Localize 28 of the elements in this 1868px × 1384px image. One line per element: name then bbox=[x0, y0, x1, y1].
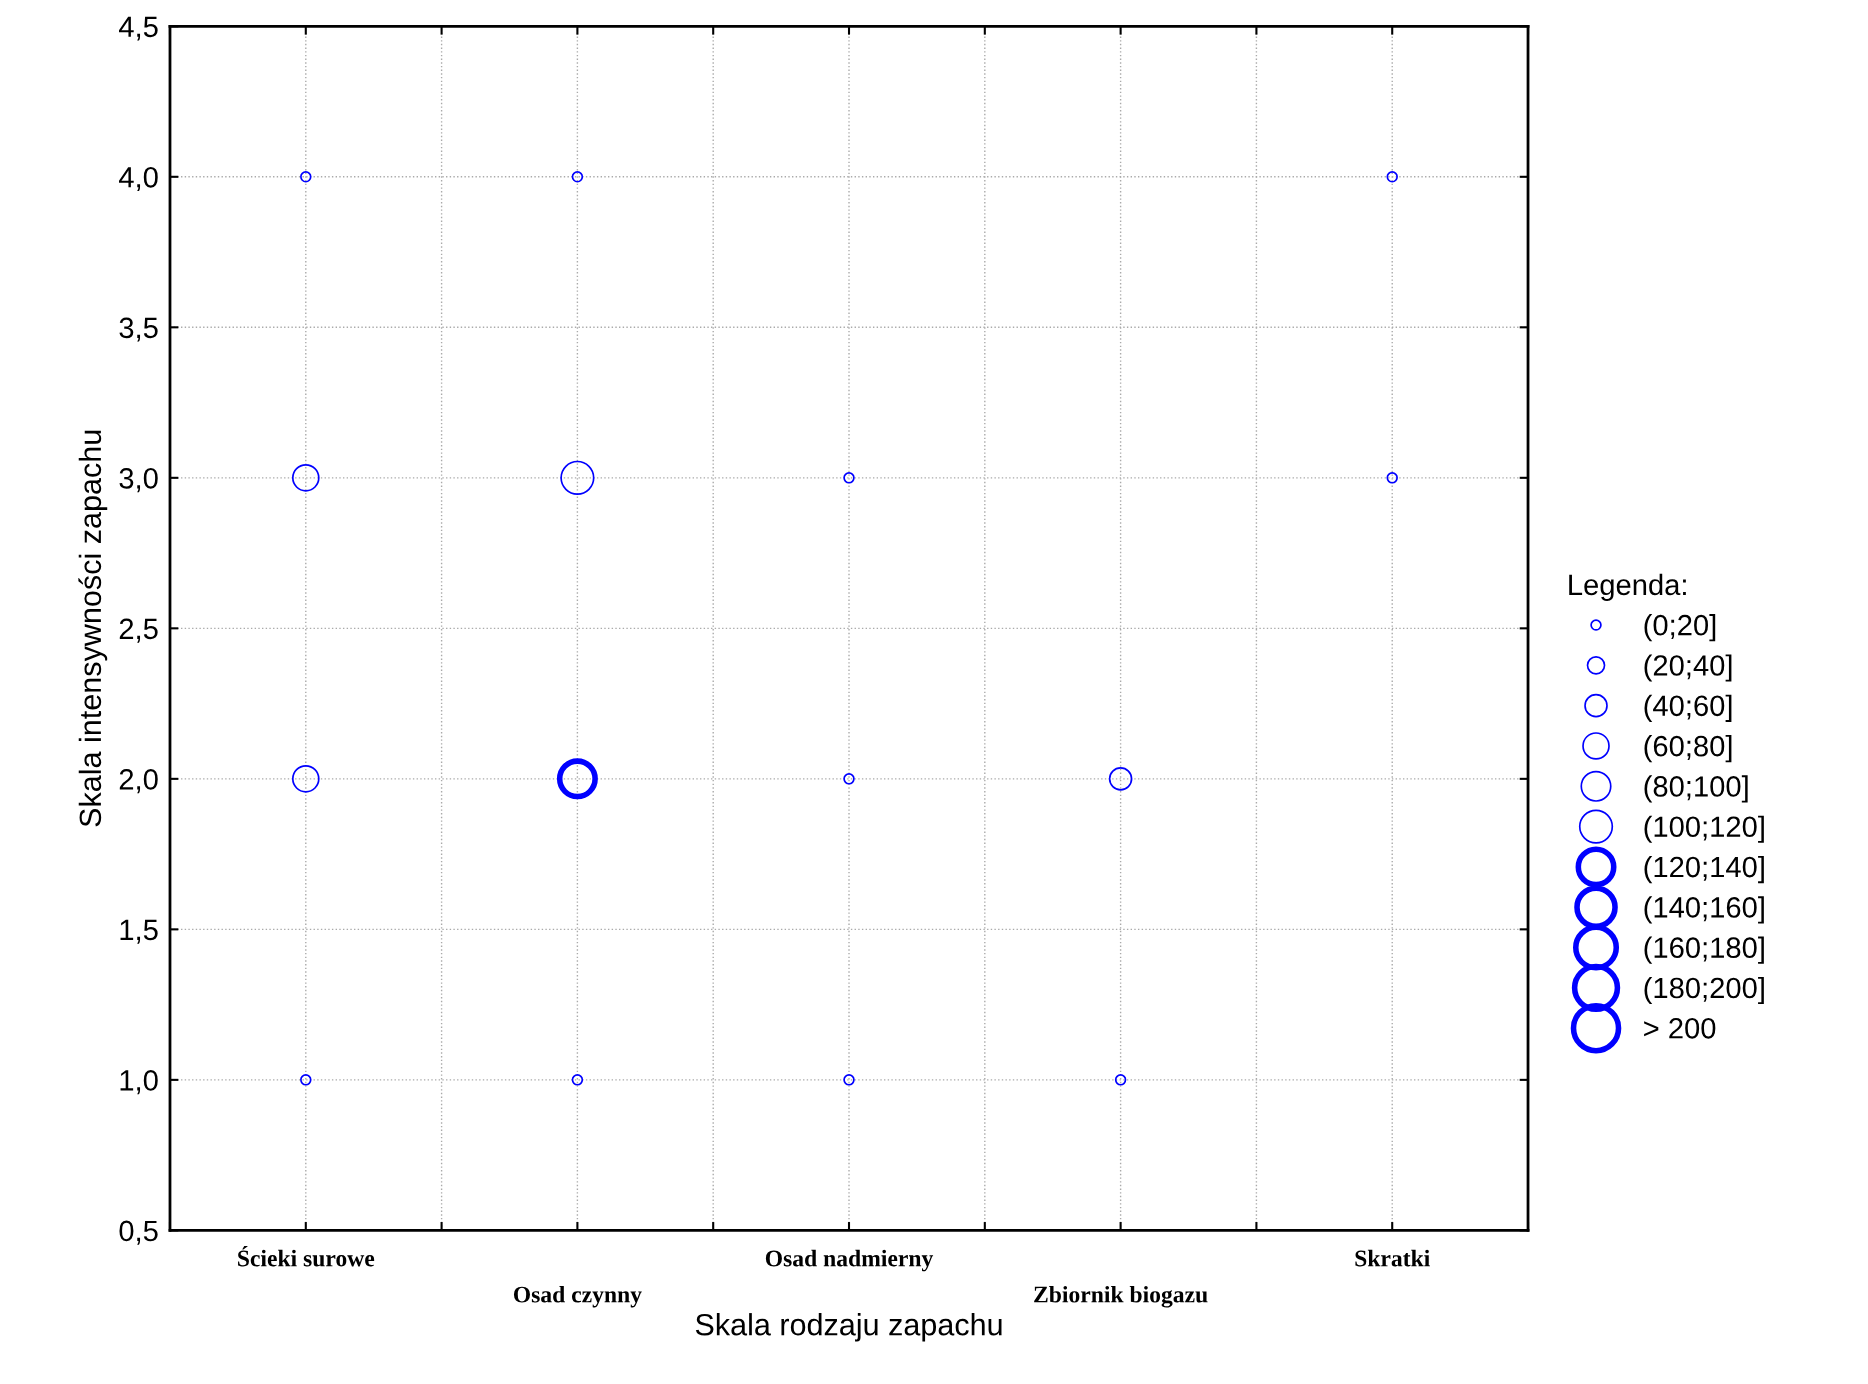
x-axis-title: Skala rodzaju zapachu bbox=[695, 1313, 1002, 1342]
legend-label: (80;100] bbox=[1644, 775, 1748, 803]
y-tick-label: 2,5 bbox=[119, 618, 158, 643]
legend-label: (140;160] bbox=[1644, 896, 1764, 924]
y-tick-label: 3,0 bbox=[119, 468, 158, 493]
y-tick-label: 3,5 bbox=[119, 317, 158, 342]
legend-label: (0;20] bbox=[1644, 614, 1716, 642]
x-tick-label: Skratki bbox=[1355, 1249, 1430, 1267]
legend-title: Legenda: bbox=[1569, 573, 1686, 601]
x-tick-label: Ścieki surowe bbox=[238, 1246, 375, 1267]
x-tick-label: Osad nadmierny bbox=[765, 1249, 934, 1272]
legend-label: (180;200] bbox=[1644, 976, 1764, 1005]
x-tick-label: Zbiornik biogazu bbox=[1034, 1285, 1208, 1308]
y-tick-label: 1,0 bbox=[120, 1070, 158, 1095]
y-axis-title: Skala intensywności zapachu bbox=[78, 430, 108, 827]
legend-label: (160;180] bbox=[1644, 936, 1764, 964]
y-tick-label: 0,5 bbox=[119, 1220, 158, 1245]
legend-label: (20;40] bbox=[1644, 654, 1732, 682]
y-tick-label: 4,5 bbox=[119, 16, 158, 41]
legend-label: (100;120] bbox=[1644, 815, 1764, 843]
legend-label: (40;60] bbox=[1644, 694, 1732, 722]
legend-label: (60;80] bbox=[1644, 735, 1732, 763]
legend-label: > 200 bbox=[1644, 1018, 1716, 1039]
x-tick-label: Osad czynny bbox=[513, 1285, 642, 1308]
y-tick-label: 4,0 bbox=[119, 167, 158, 192]
y-tick-label: 2,0 bbox=[119, 769, 158, 794]
legend-label: (120;140] bbox=[1644, 855, 1764, 884]
y-tick-label: 1,5 bbox=[120, 919, 158, 944]
